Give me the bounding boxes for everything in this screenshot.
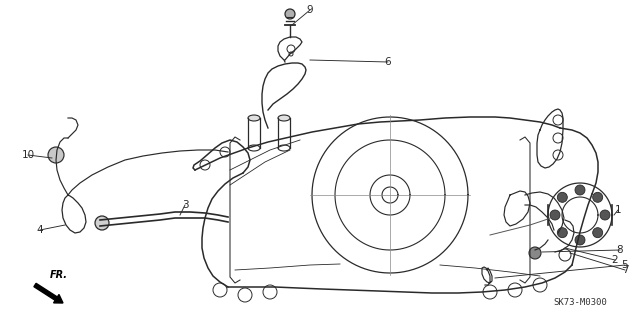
Ellipse shape — [248, 115, 260, 121]
Text: 2: 2 — [612, 255, 618, 265]
Ellipse shape — [278, 115, 290, 121]
Circle shape — [593, 228, 603, 238]
Text: 5: 5 — [621, 260, 628, 270]
Circle shape — [557, 228, 567, 238]
Text: 6: 6 — [385, 57, 391, 67]
Text: 8: 8 — [617, 245, 623, 255]
Text: 7: 7 — [621, 265, 628, 275]
Text: FR.: FR. — [50, 270, 68, 280]
FancyArrow shape — [34, 283, 63, 303]
Text: 3: 3 — [182, 200, 188, 210]
Text: 4: 4 — [36, 225, 44, 235]
Text: SK73-M0300: SK73-M0300 — [553, 298, 607, 307]
Circle shape — [48, 147, 64, 163]
Circle shape — [529, 247, 541, 259]
Circle shape — [575, 235, 585, 245]
Circle shape — [557, 192, 567, 202]
Circle shape — [95, 216, 109, 230]
Circle shape — [600, 210, 610, 220]
Circle shape — [550, 210, 560, 220]
Circle shape — [285, 9, 295, 19]
Text: 10: 10 — [21, 150, 35, 160]
Text: 1: 1 — [614, 205, 621, 215]
Text: 9: 9 — [307, 5, 314, 15]
Circle shape — [575, 185, 585, 195]
Circle shape — [593, 192, 603, 202]
